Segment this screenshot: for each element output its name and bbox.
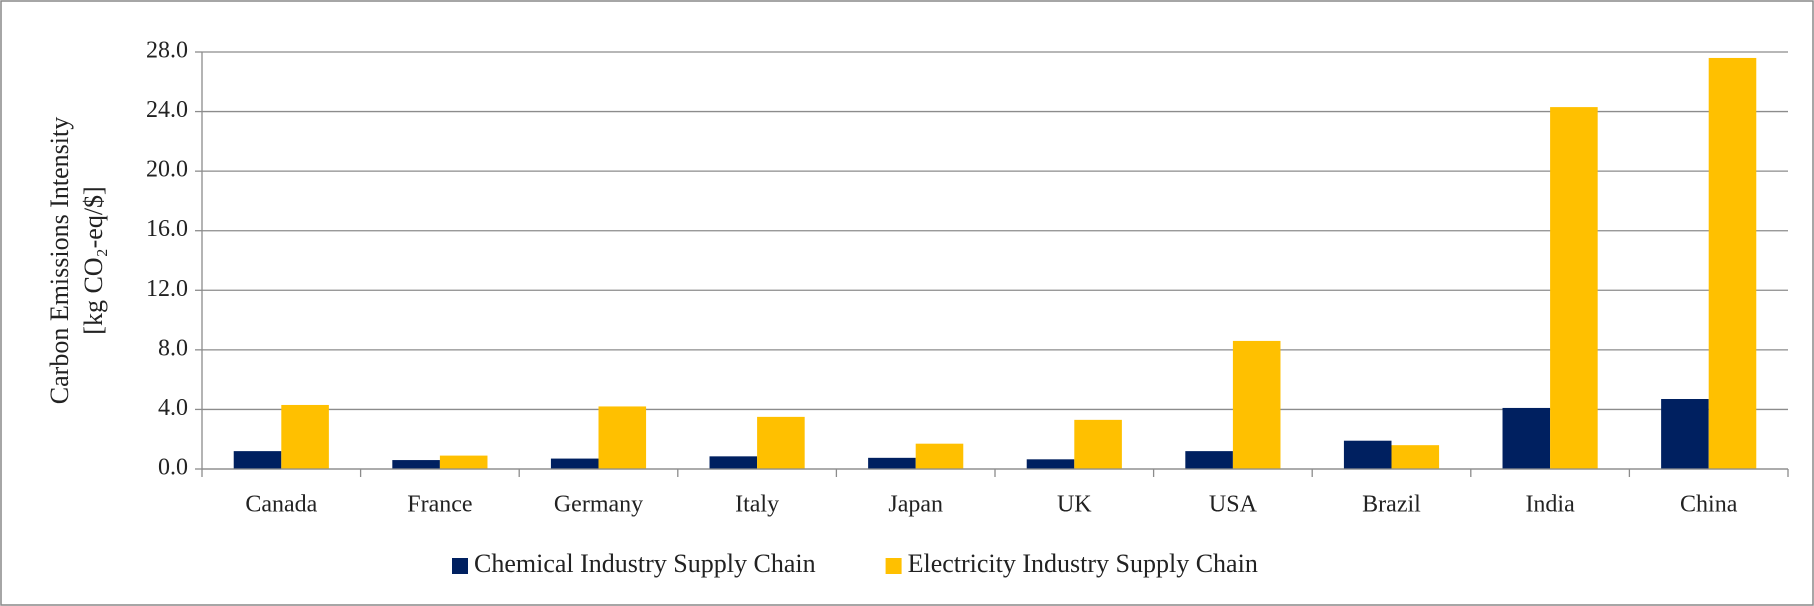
y-tick-label: 20.0	[146, 157, 188, 183]
bar	[1502, 407, 1551, 469]
bar	[757, 416, 805, 469]
bar	[1661, 399, 1709, 469]
bar	[392, 460, 440, 469]
x-tick-label: France	[407, 492, 472, 518]
y-axis-title-line: [kg CO₂-eq/$]	[79, 186, 108, 334]
bar	[1708, 57, 1757, 469]
x-tick-label: China	[1680, 492, 1738, 518]
bar	[915, 443, 964, 469]
bar	[1550, 107, 1598, 469]
legend-label: Chemical Industry Supply Chain	[474, 549, 816, 578]
y-tick-label: 12.0	[146, 276, 188, 302]
bar	[709, 456, 758, 469]
y-tick-label: 4.0	[158, 395, 188, 421]
y-tick-label: 28.0	[146, 38, 188, 64]
y-axis-title-line: Carbon Emissions Intensity	[45, 117, 74, 404]
bar	[598, 406, 647, 469]
x-tick-label: Canada	[245, 492, 317, 518]
y-tick-label: 8.0	[158, 335, 188, 361]
bar	[281, 404, 329, 469]
bar	[1074, 419, 1122, 469]
x-tick-label: Japan	[888, 492, 943, 518]
x-tick-label: Italy	[735, 492, 779, 518]
legend-label: Electricity Industry Supply Chain	[908, 549, 1258, 578]
x-tick-label: India	[1525, 492, 1575, 518]
y-tick-label: 24.0	[146, 97, 188, 123]
x-tick-label: UK	[1057, 492, 1092, 518]
y-axis-title: Carbon Emissions Intensity [kg CO₂-eq/$]	[45, 117, 108, 404]
x-tick-label: Brazil	[1362, 492, 1421, 518]
bar	[1232, 340, 1281, 469]
bar	[1391, 445, 1440, 469]
y-tick-label: 0.0	[158, 455, 188, 481]
bar	[868, 457, 916, 469]
bar	[233, 451, 282, 469]
bar	[550, 458, 599, 469]
legend-swatch	[452, 558, 468, 574]
x-tick-label: USA	[1209, 492, 1258, 518]
legend-swatch	[885, 558, 902, 574]
bar	[1343, 440, 1392, 469]
bar	[1026, 459, 1075, 469]
y-tick-label: 16.0	[146, 216, 188, 242]
bar	[1185, 451, 1233, 469]
x-tick-label: Germany	[554, 492, 643, 518]
bar	[439, 455, 488, 469]
